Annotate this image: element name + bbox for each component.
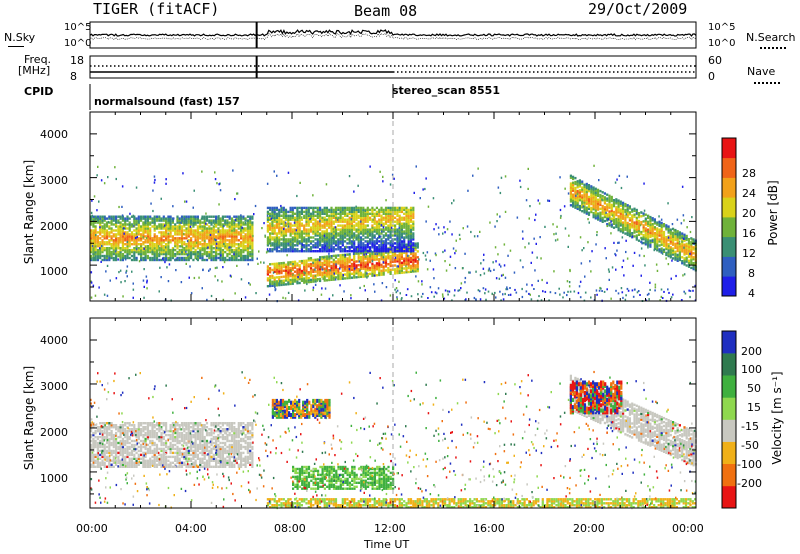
xtick-0000-end: 00:00 bbox=[672, 522, 704, 535]
cpid-mode-1: normalsound (fast) 157 bbox=[94, 95, 240, 108]
nsearch-label: N.Search bbox=[746, 31, 796, 44]
xtick-0800: 08:00 bbox=[274, 522, 306, 535]
vel-cbar-tick-m100: -100 bbox=[737, 458, 762, 471]
power-colorbar-swatch bbox=[722, 197, 736, 218]
power-colorbar-swatch bbox=[722, 256, 736, 277]
nsky-tick-top: 10^5 bbox=[64, 22, 92, 33]
nave-label: Nave bbox=[747, 65, 776, 78]
vel-cbar-tick-200: 200 bbox=[741, 345, 762, 358]
power-cbar-tick-12: 12 bbox=[742, 247, 756, 260]
vel-cbar-tick-m15: -15 bbox=[741, 420, 759, 433]
station-title: TIGER (fitACF) bbox=[93, 0, 220, 18]
power-colorbar-frame bbox=[721, 137, 737, 297]
power-cbar-tick-24: 24 bbox=[742, 187, 756, 200]
nsearch-legend-line bbox=[760, 47, 786, 49]
power-colorbar-swatch bbox=[722, 177, 736, 198]
xtick-1200: 12:00 bbox=[374, 522, 406, 535]
parameter-strips bbox=[89, 21, 697, 110]
power-colorbar-swatch bbox=[722, 276, 736, 297]
nsearch-tick-bottom: 10^0 bbox=[708, 38, 736, 49]
xtick-2000: 20:00 bbox=[573, 522, 605, 535]
velocity-colorbar-frame bbox=[721, 330, 737, 509]
power-colorbar-swatch bbox=[722, 217, 736, 238]
nave-legend-line bbox=[754, 82, 780, 84]
vel-cbar-tick-m200: -200 bbox=[737, 477, 762, 490]
vel-ytick-1000: 1000 bbox=[40, 472, 68, 485]
velocity-colorbar-swatch bbox=[722, 353, 736, 376]
power-cbar-tick-20: 20 bbox=[742, 207, 756, 220]
vel-cbar-tick-15: 15 bbox=[747, 401, 761, 414]
freq-tick-top: 18 bbox=[70, 54, 84, 67]
velocity-colorbar-swatch bbox=[722, 419, 736, 442]
power-ytick-2000: 2000 bbox=[40, 220, 68, 233]
nsky-tick-bottom: 10^0 bbox=[64, 38, 92, 49]
cpid-mode-2: stereo_scan 8551 bbox=[392, 84, 500, 97]
nsearch-tick-top: 10^5 bbox=[708, 22, 736, 33]
freq-tick-bottom: 8 bbox=[70, 70, 77, 83]
vel-ytick-2000: 2000 bbox=[40, 426, 68, 439]
vel-cbar-tick-m50: -50 bbox=[741, 439, 759, 452]
power-heatmap bbox=[90, 164, 697, 303]
freq-label: Freq. bbox=[24, 53, 52, 66]
nsky-legend-line bbox=[8, 46, 24, 47]
xtick-0000: 00:00 bbox=[76, 522, 108, 535]
velocity-cbar-label: Velocity [m s⁻¹] bbox=[770, 371, 784, 465]
xtick-0400: 04:00 bbox=[175, 522, 207, 535]
velocity-colorbar-swatch bbox=[722, 463, 736, 487]
velocity-colorbar-swatch bbox=[722, 375, 736, 398]
colorbars bbox=[721, 137, 737, 509]
beam-title: Beam 08 bbox=[354, 2, 418, 20]
power-ytick-3000: 3000 bbox=[40, 174, 68, 187]
axis-ticks bbox=[89, 111, 697, 508]
power-cbar-label: Power [dB] bbox=[766, 180, 780, 246]
power-ytick-1000: 1000 bbox=[40, 265, 68, 278]
velocity-colorbar-swatch bbox=[722, 397, 736, 420]
power-ylabel: Slant Range [km] bbox=[22, 159, 36, 265]
vel-cbar-tick-50: 50 bbox=[747, 382, 761, 395]
power-cbar-tick-28: 28 bbox=[742, 167, 756, 180]
velocity-ylabel: Slant Range [km] bbox=[22, 365, 36, 471]
power-colorbar-swatch bbox=[722, 157, 736, 178]
power-cbar-tick-8: 8 bbox=[748, 267, 755, 280]
vel-cbar-tick-100: 100 bbox=[741, 363, 762, 376]
velocity-colorbar-swatch bbox=[722, 485, 736, 509]
date-title: 29/Oct/2009 bbox=[588, 0, 688, 18]
nave-tick-top: 60 bbox=[708, 54, 722, 67]
power-ytick-4000: 4000 bbox=[40, 128, 68, 141]
velocity-colorbar-swatch bbox=[722, 331, 736, 354]
freq-unit-label: [MHz] bbox=[18, 64, 51, 77]
vel-ytick-4000: 4000 bbox=[40, 334, 68, 347]
power-colorbar-swatch bbox=[722, 236, 736, 257]
cpid-label: CPID bbox=[24, 85, 54, 98]
power-colorbar-swatch bbox=[722, 138, 736, 159]
vel-ytick-3000: 3000 bbox=[40, 380, 68, 393]
power-cbar-tick-4: 4 bbox=[748, 287, 755, 300]
nsky-label: N.Sky bbox=[4, 31, 36, 44]
nsky-line bbox=[89, 29, 697, 37]
velocity-colorbar-swatch bbox=[722, 441, 736, 464]
velocity-heatmap bbox=[90, 370, 697, 510]
xlabel: Time UT bbox=[364, 538, 410, 551]
nave-tick-bottom: 0 bbox=[708, 70, 715, 83]
freq-strip-frame bbox=[89, 55, 697, 79]
power-cbar-tick-16: 16 bbox=[742, 227, 756, 240]
xtick-1600: 16:00 bbox=[473, 522, 505, 535]
